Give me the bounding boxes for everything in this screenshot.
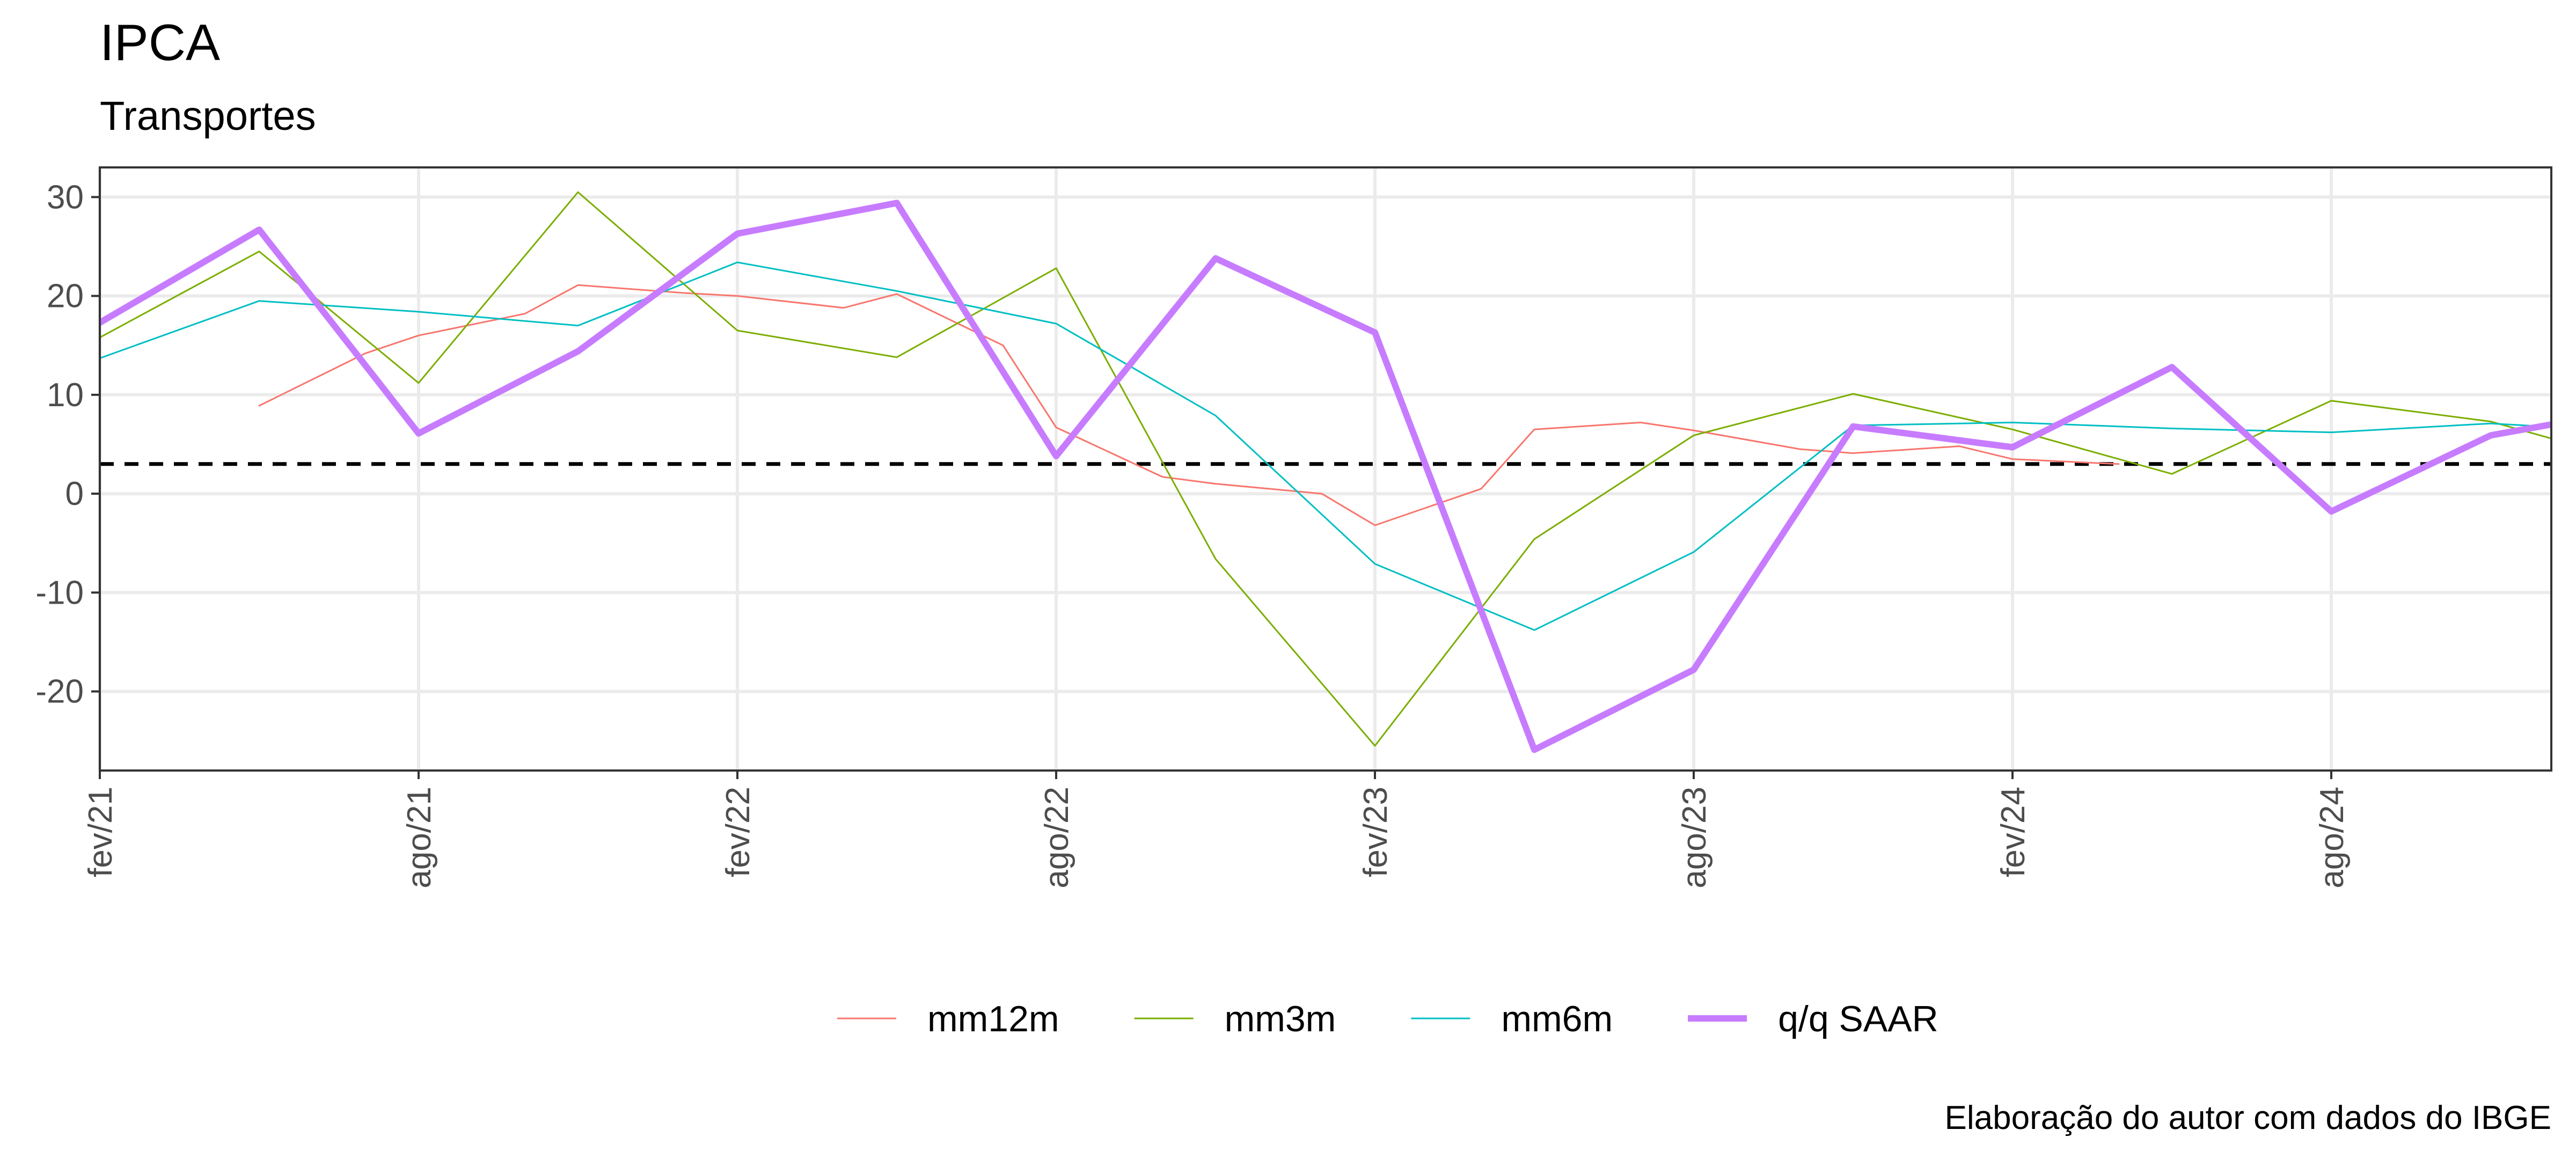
x-axis: fev/21 ago/21 fev/22 ago/22 fev/23 ago/23 fev/… xyxy=(82,771,2351,889)
y-tick-label: 0 xyxy=(65,475,84,512)
y-tick-label: -10 xyxy=(35,574,84,611)
x-tick-label: fev/24 xyxy=(1995,787,2032,877)
plot-panel-border xyxy=(99,166,2552,772)
series-line-mm12m xyxy=(258,284,2120,526)
x-tick-label: ago/24 xyxy=(2314,787,2351,889)
y-tick-label: 20 xyxy=(47,278,84,315)
chart-subtitle: Transportes xyxy=(100,93,316,139)
y-tick-label: 30 xyxy=(47,179,84,216)
x-tick-label: ago/23 xyxy=(1676,787,1713,889)
y-tick-label: 10 xyxy=(47,377,84,414)
legend-label-mm3m: mm3m xyxy=(1225,999,1336,1039)
y-tick-label: -20 xyxy=(35,673,84,710)
legend: mm12m mm3m mm6m q/q SAAR xyxy=(837,999,1938,1039)
legend-label-q-q-saar: q/q SAAR xyxy=(1778,999,1938,1039)
series-group xyxy=(100,191,2551,753)
x-tick-label: ago/22 xyxy=(1038,787,1075,889)
x-tick-label: fev/21 xyxy=(82,787,119,877)
x-tick-label: fev/23 xyxy=(1357,787,1394,877)
chart-title: IPCA xyxy=(100,14,220,71)
series-line-mm3m xyxy=(100,191,2551,747)
legend-label-mm12m: mm12m xyxy=(927,999,1059,1039)
x-tick-label: fev/22 xyxy=(720,787,757,877)
chart-caption: Elaboração do autor com dados do IBGE xyxy=(1945,1099,2551,1136)
y-axis: -20 -10 0 10 20 30 xyxy=(35,179,100,710)
series-line-q-q-saar xyxy=(100,200,2551,753)
x-tick-label: ago/21 xyxy=(401,787,438,889)
grid xyxy=(98,167,2551,771)
legend-label-mm6m: mm6m xyxy=(1501,999,1613,1039)
